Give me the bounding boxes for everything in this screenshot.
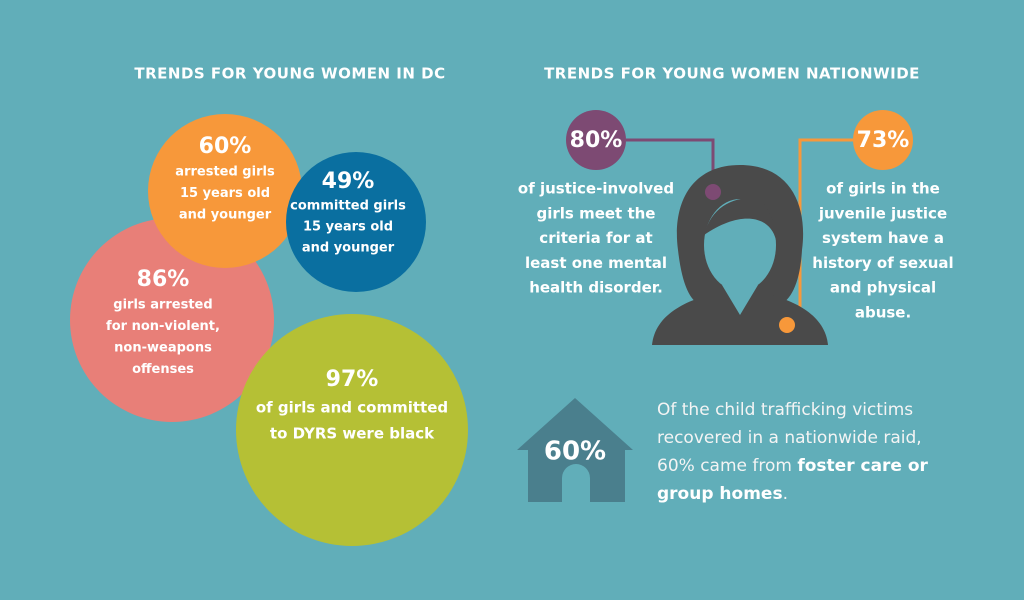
bubble-stat: 49%	[322, 169, 375, 194]
bubble-text: for non-violent,	[106, 319, 220, 334]
bubble-text: and younger	[302, 241, 395, 256]
callout-text: history of sexual	[812, 254, 953, 272]
bubble	[70, 218, 274, 422]
house-icon	[517, 398, 633, 502]
right-title: TRENDS FOR YOUNG WOMEN NATIONWIDE	[544, 65, 920, 83]
callout-text: abuse.	[855, 304, 911, 322]
callout-stat: 80%	[570, 128, 623, 153]
bubble	[236, 314, 468, 546]
house-text: Of the child trafficking victims recover…	[657, 396, 957, 508]
callout-text: of girls in the	[826, 180, 940, 198]
bubble	[286, 152, 426, 292]
dot	[779, 317, 795, 333]
callout-circle	[853, 110, 913, 170]
bubble-text: 15 years old	[303, 220, 393, 235]
bubble-text: committed girls	[290, 199, 406, 214]
callout-text: and physical	[830, 279, 936, 297]
bubble-text: to DYRS were black	[270, 425, 435, 443]
left-title: TRENDS FOR YOUNG WOMEN IN DC	[134, 65, 445, 83]
callout-stat: 73%	[857, 128, 910, 153]
callout-text: least one mental	[525, 254, 667, 272]
bubble-stat: 86%	[137, 267, 190, 292]
bold-text: foster care or group homes	[657, 456, 928, 504]
hair	[704, 197, 776, 240]
neck	[722, 285, 758, 315]
bubble-text: and younger	[179, 208, 272, 223]
house-stat: 60%	[544, 437, 606, 467]
bubble-stat: 60%	[199, 134, 252, 159]
bubble-stat: 97%	[326, 367, 379, 392]
callout-text: criteria for at	[539, 229, 652, 247]
callout-text: of justice-involved	[518, 180, 674, 198]
callout-text: system have a	[822, 229, 944, 247]
bubble-text: of girls and committed	[256, 399, 448, 417]
callout-text: health disorder.	[529, 279, 663, 297]
text: Of the child trafficking victims recover…	[657, 400, 922, 476]
callout-circle	[566, 110, 626, 170]
bubble-text: non-weapons	[114, 341, 212, 356]
bubble-text: offenses	[132, 362, 194, 377]
callout-text: juvenile justice	[818, 204, 947, 222]
bubble	[148, 114, 302, 268]
bubble-text: 15 years old	[180, 186, 270, 201]
dot	[705, 184, 721, 200]
bubble-text: girls arrested	[113, 298, 212, 313]
callout-text: girls meet the	[537, 204, 656, 222]
text: .	[782, 484, 788, 504]
bubble-text: arrested girls	[175, 165, 275, 180]
